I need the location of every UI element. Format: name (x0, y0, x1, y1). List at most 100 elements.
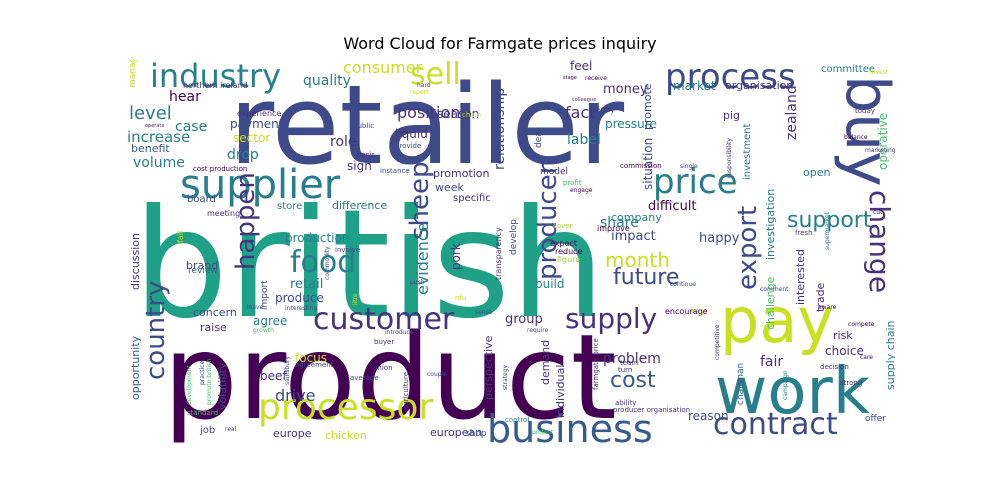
word-build: build (535, 277, 565, 291)
word-reduce: reduce (555, 247, 583, 256)
word-agreement: agreement (295, 361, 334, 369)
word-engage: engage (570, 187, 593, 194)
word-couple: couple (427, 371, 447, 378)
word-case: case (175, 119, 208, 135)
word-improve: improve (597, 224, 630, 233)
word-introduce: introduce (385, 329, 414, 336)
word-commodity: commodity (324, 246, 331, 280)
word-growth: growth (253, 327, 274, 334)
word-cloud: british product retailer work pay buy supplier… (125, 60, 895, 445)
word-sainsbury: sainsbury (284, 355, 291, 385)
word-commission: commission (620, 162, 662, 170)
word-raise: raise (200, 321, 227, 334)
word-investigation: investigation (764, 188, 777, 260)
word-supermarket: supermarket (824, 211, 831, 250)
word-expect: expect (550, 239, 578, 248)
word-relationship: relationship (492, 87, 508, 170)
word-push: push (410, 279, 425, 286)
word-work: work (715, 355, 870, 429)
word-open: open (803, 166, 831, 179)
word-payment: payment (230, 117, 284, 131)
word-cover: cover (553, 222, 573, 230)
word-production: production (285, 231, 350, 245)
word-involve: involve (335, 246, 361, 254)
word-demand: demand (539, 339, 552, 385)
word-promote-british: promote british (206, 358, 213, 405)
word-agree: agree (253, 314, 288, 328)
word-risk: risk (833, 329, 853, 342)
word-support: support (787, 208, 872, 233)
word-operate: operate (145, 123, 165, 129)
word-transparency: transparency (494, 227, 503, 280)
word-chairman: chairman (736, 362, 746, 405)
word-benefit: benefit (131, 142, 170, 155)
word-strong: strong (840, 379, 863, 387)
word-strategy: strategy (502, 364, 509, 390)
word-public: public (353, 122, 375, 130)
word-marketing: marketing (865, 147, 895, 154)
word-continue: continue (670, 281, 697, 288)
word-money: money (603, 82, 648, 97)
word-feel: feel (570, 60, 593, 73)
word-interesting: interesting (285, 305, 318, 312)
word-standard: standard (187, 409, 219, 417)
word-specific: specific (453, 193, 491, 204)
word-zealand: zealand (784, 85, 800, 140)
word-food: food (290, 245, 357, 280)
word-position: position (397, 103, 461, 122)
word-group: group (505, 312, 543, 327)
word-farmgate-price: farmgate price (592, 338, 600, 390)
word-hard: hard (417, 82, 431, 89)
word-stage: stage (563, 75, 577, 81)
word-supply: supply (565, 302, 658, 335)
word-sign: sign (347, 159, 372, 173)
word-real: real (225, 426, 237, 433)
word-concern: concern (193, 306, 237, 319)
word-single: single (680, 163, 698, 170)
word-week: week (435, 181, 464, 194)
word-cost-production: cost production (193, 165, 248, 173)
word-sell: sell (410, 60, 461, 92)
word-competitive: competitive (714, 324, 721, 360)
word-season: season (437, 107, 480, 121)
word-turn: turn (618, 366, 633, 374)
word-balance: balance (844, 134, 868, 141)
word-colleague: colleague (572, 97, 597, 103)
word-board: board (187, 194, 216, 205)
word-drive: drive (275, 386, 316, 405)
word-increase: increase (127, 128, 191, 146)
word-manage: manage (128, 60, 138, 88)
word-pay: pay (720, 284, 835, 357)
word-export: export (733, 205, 763, 290)
word-choice: choice (825, 344, 864, 358)
word-development: development (186, 365, 193, 405)
word-retailer: retailer (229, 61, 625, 189)
word-encourage: encourage (665, 307, 708, 316)
word-campaign: campaign (782, 370, 789, 400)
word-fair: fair (760, 354, 784, 370)
word-month: month (605, 248, 670, 272)
word-beef: beef (260, 369, 287, 383)
word-promotion: promotion (433, 167, 490, 180)
word-challenge: challenge (764, 276, 777, 330)
word-reason: reason (688, 409, 729, 423)
word-business: business (487, 407, 653, 445)
word-sector: sector (233, 131, 271, 145)
word-aware: aware (818, 304, 837, 311)
word-interested: interested (794, 249, 807, 305)
word-british: british (133, 178, 606, 352)
word-industry: industry (150, 60, 282, 95)
word-team: team (620, 359, 639, 367)
word-contract: contract (713, 407, 838, 442)
word-provide: provide (395, 142, 422, 150)
word-drop: drop (227, 147, 259, 163)
word-european: european (430, 426, 483, 439)
word-liquid: liquid (395, 127, 428, 141)
word-label: label (567, 132, 601, 148)
word-process: process (665, 60, 796, 97)
word-develop: develop (509, 219, 519, 255)
word-care: care (860, 354, 874, 361)
word-difference: difference (332, 199, 388, 212)
word-produce: produce (275, 291, 324, 305)
word-perspective: perspective (482, 335, 495, 400)
